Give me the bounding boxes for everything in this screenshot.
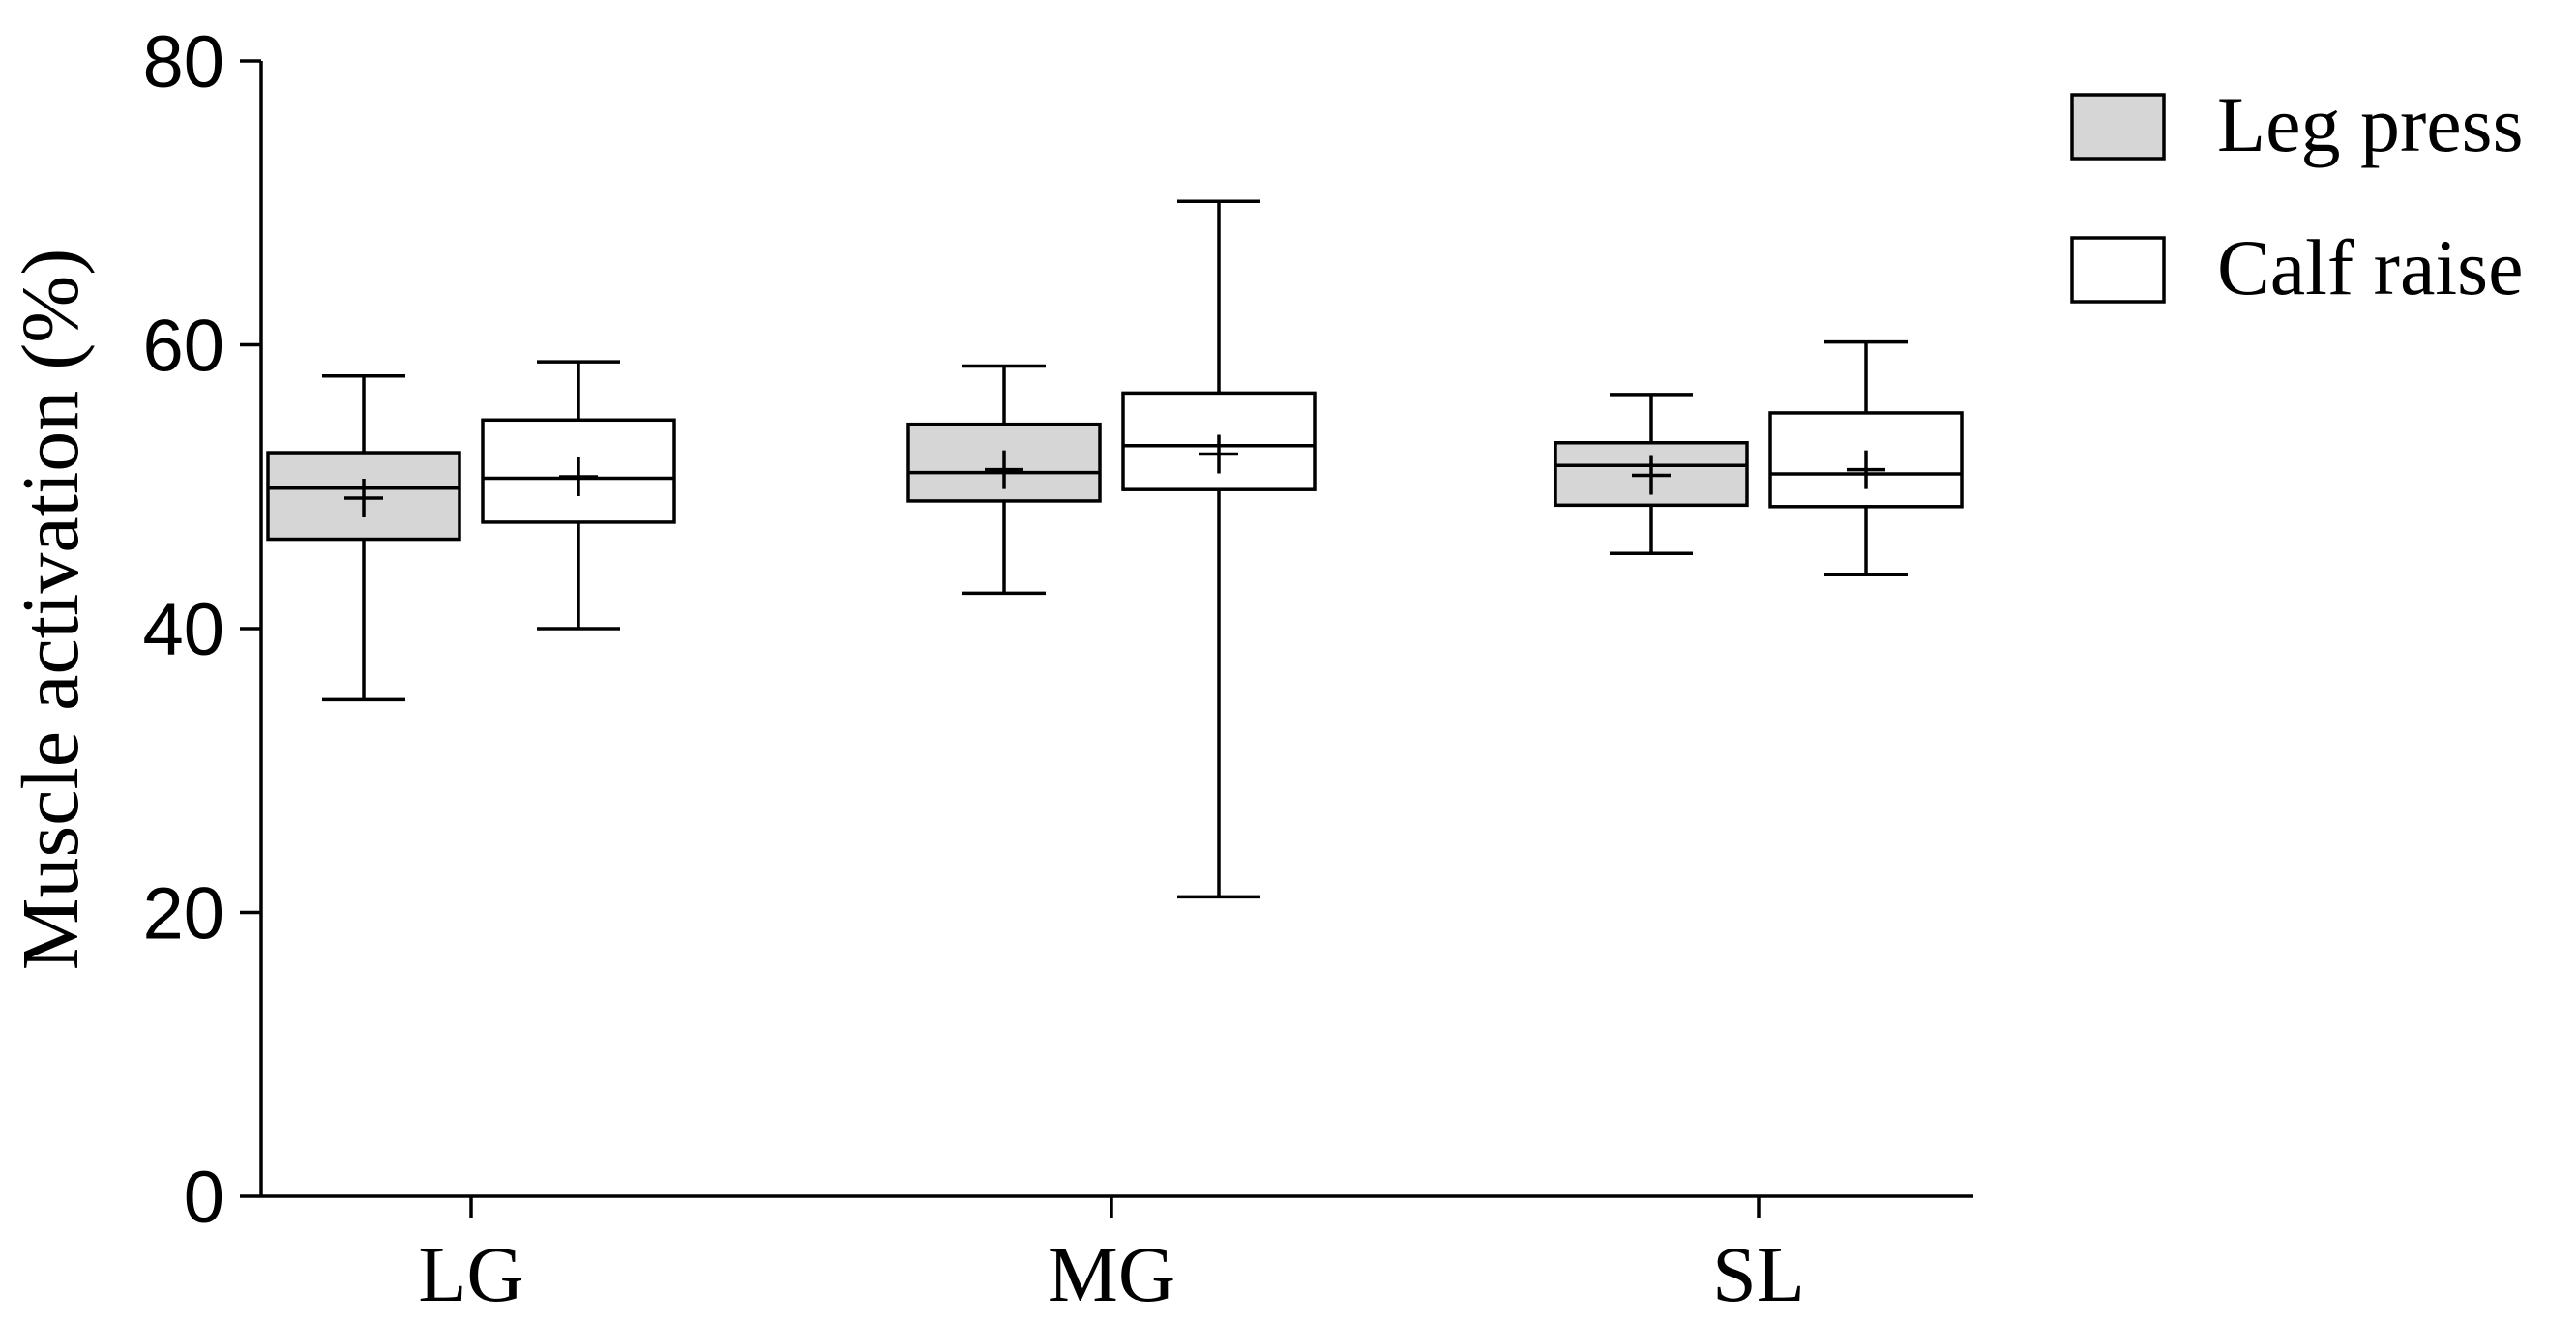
x-tick-label: MG xyxy=(1048,1230,1175,1318)
plot-area xyxy=(266,199,1964,899)
box-mg-calf-raise xyxy=(1121,199,1317,899)
x-tick-label: LG xyxy=(418,1230,523,1318)
y-axis-label: Muscle activation (%) xyxy=(6,249,96,970)
y-tick-label: 20 xyxy=(142,873,224,955)
box-lg-leg-press xyxy=(266,374,461,702)
box-sl-calf-raise xyxy=(1768,339,1964,576)
legend-swatch xyxy=(2070,93,2166,161)
box-lg-calf-raise xyxy=(481,360,676,631)
x-tick-label: SL xyxy=(1712,1230,1805,1318)
box-mg-leg-press xyxy=(906,364,1102,596)
box-sl-leg-press xyxy=(1554,393,1749,555)
y-axis: 0 20 40 60 80 xyxy=(142,21,263,1239)
y-tick-label: 40 xyxy=(142,589,224,671)
y-tick-label: 80 xyxy=(142,21,224,103)
y-tick-label: 60 xyxy=(142,306,224,388)
legend-swatch xyxy=(2070,236,2166,304)
legend-label: Calf raise xyxy=(2217,223,2523,311)
x-axis: LG MG SL xyxy=(261,1194,1973,1318)
y-tick-label: 0 xyxy=(184,1157,224,1239)
legend: Leg press Calf raise xyxy=(2070,80,2524,311)
legend-label: Leg press xyxy=(2217,80,2524,168)
